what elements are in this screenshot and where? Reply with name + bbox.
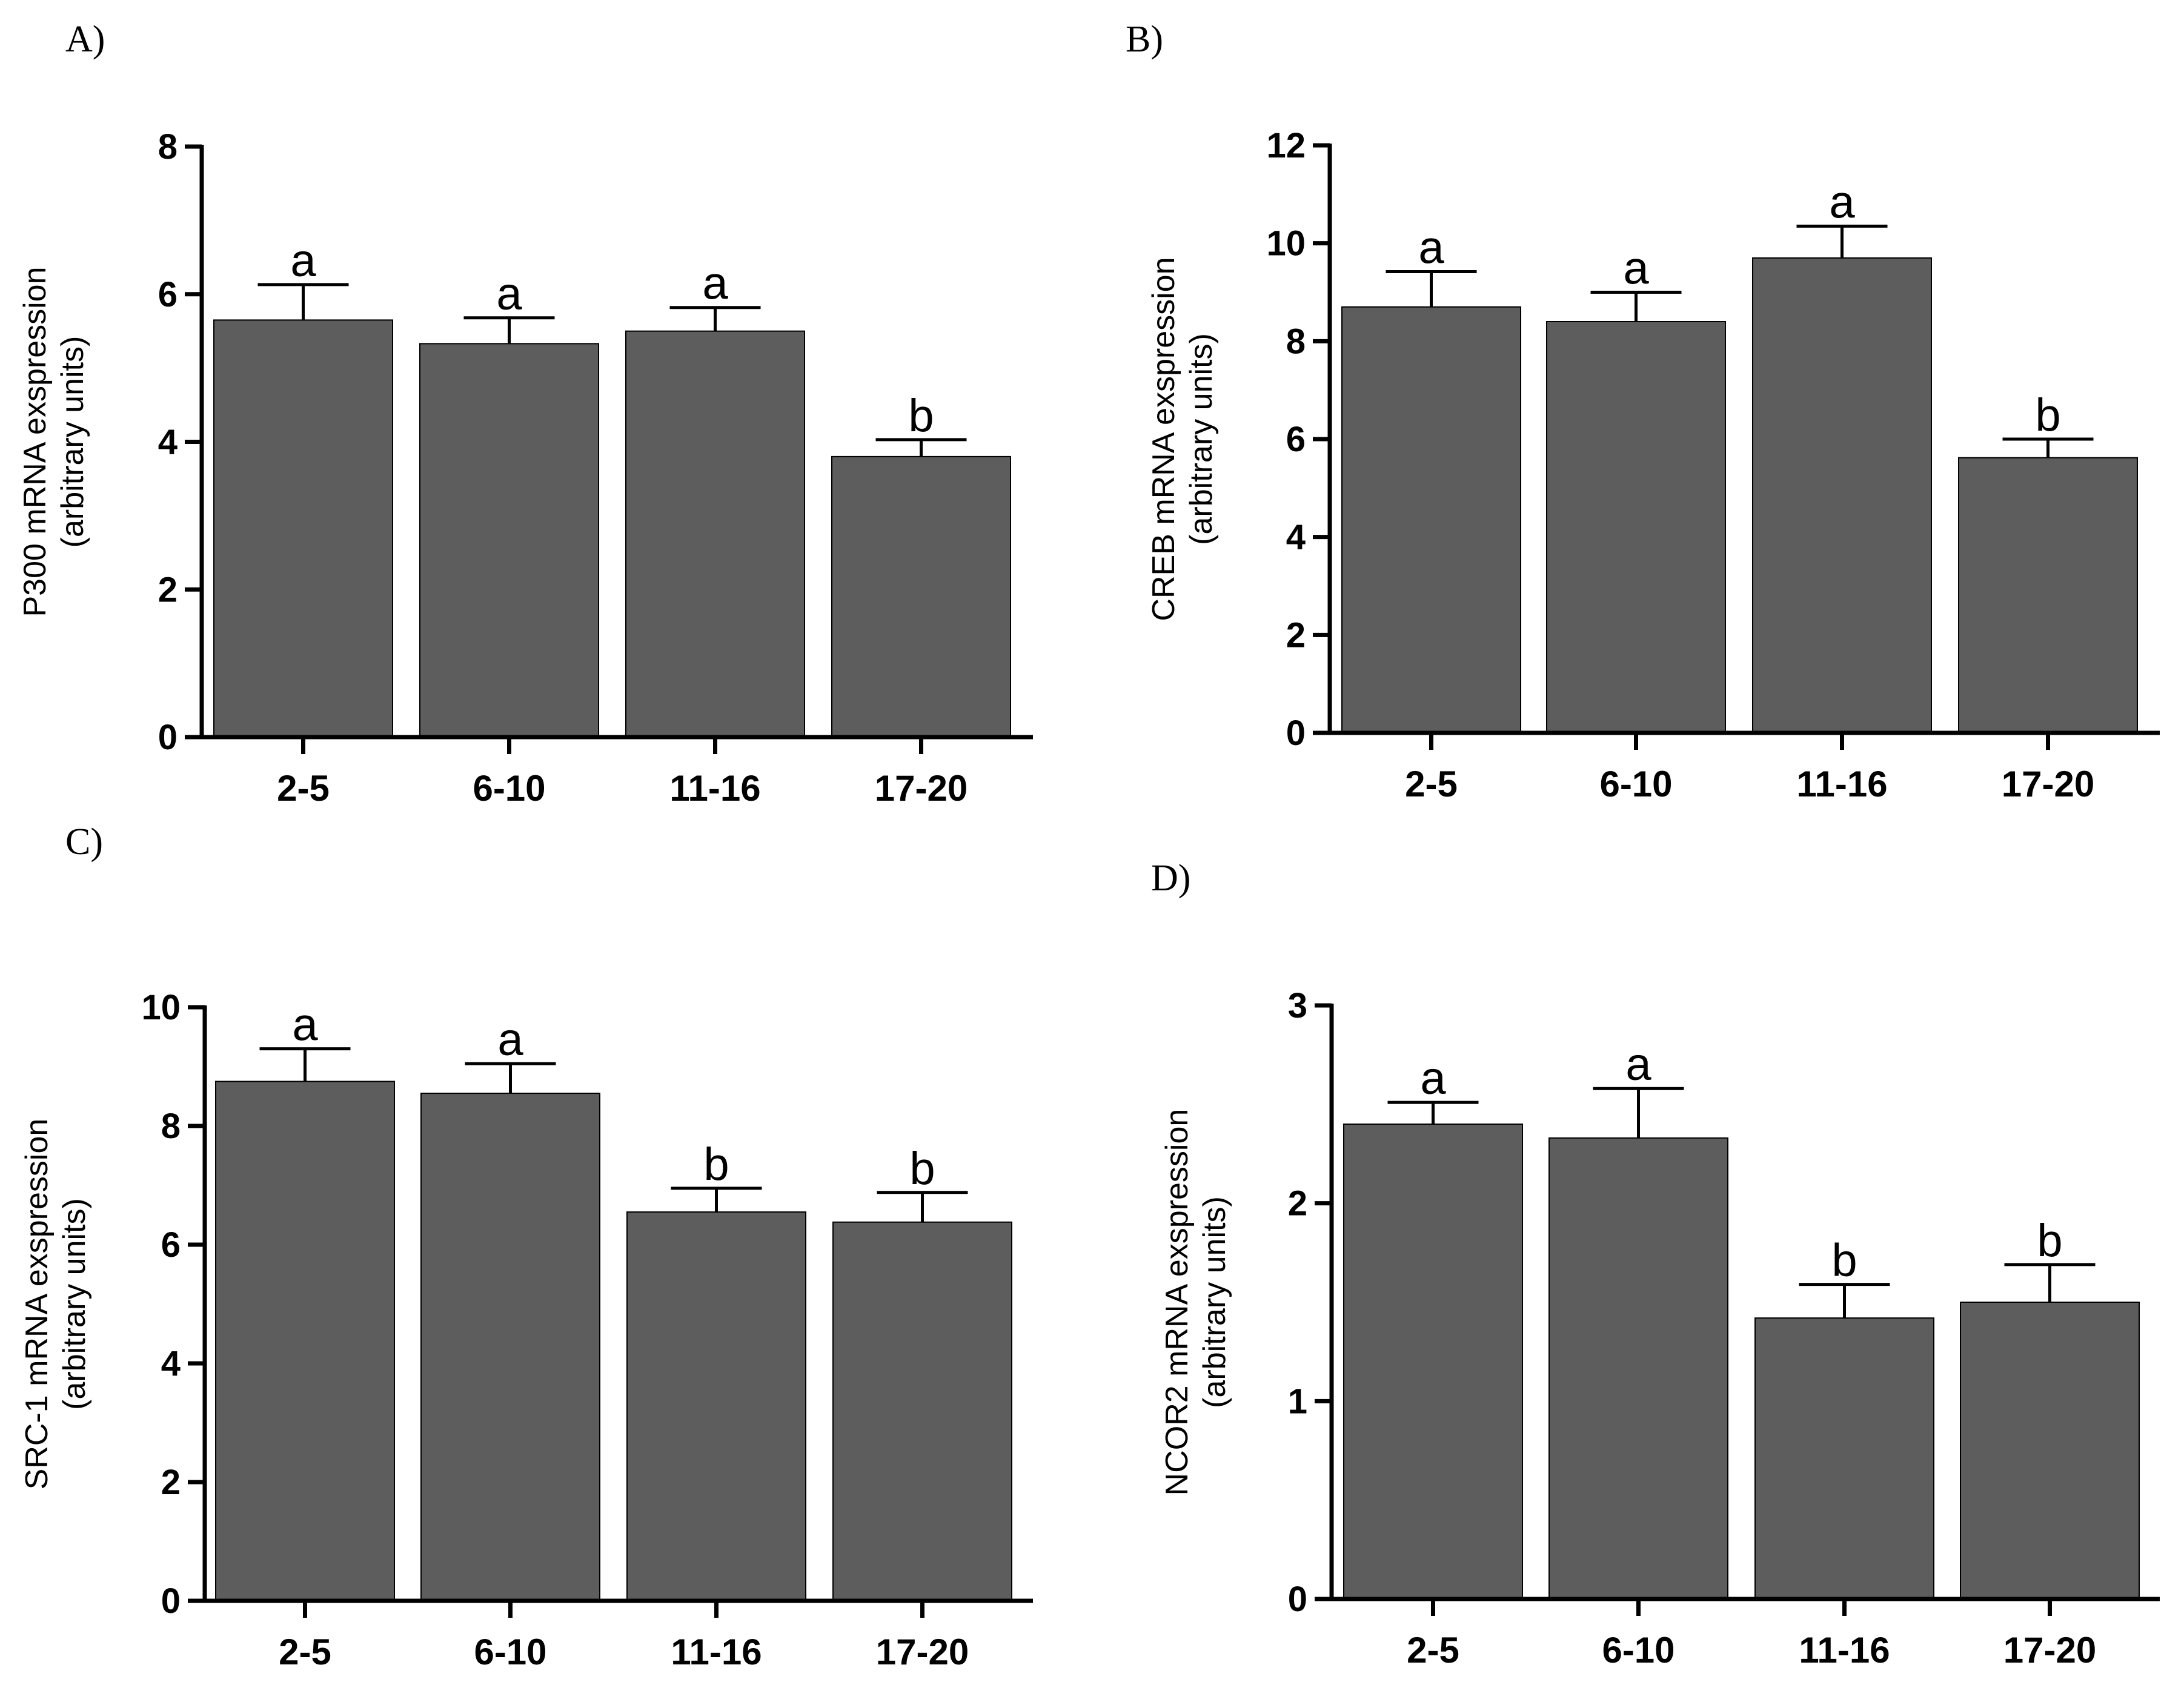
y-tick-label: 12 — [1266, 126, 1306, 165]
x-tick-label: 17-20 — [875, 768, 968, 809]
y-tick-label: 4 — [1286, 518, 1306, 557]
x-tick-label: 11-16 — [1796, 764, 1887, 804]
bar-17-20 — [1958, 457, 2138, 733]
y-tick-label: 4 — [161, 1344, 181, 1383]
panel-b: B) a 2-5 a 6-10 a 11-16 b 17-20 0 2 4 6 8 10 12 CREB mRN… — [1126, 19, 2160, 804]
y-axis-title: P300 mRNA exspression — [18, 266, 53, 617]
bar-17-20 — [831, 455, 1011, 738]
significance-letter: a — [1625, 1039, 1651, 1090]
bar-6-10 — [1546, 321, 1726, 733]
y-tick-label: 6 — [158, 275, 178, 314]
panel-label: B) — [1126, 19, 1163, 60]
x-tick-label: 17-20 — [876, 1632, 969, 1672]
significance-letter: a — [496, 268, 522, 320]
bar-2-5 — [215, 1081, 395, 1601]
y-tick-label: 2 — [1286, 615, 1306, 655]
y-axis-subtitle: (arbitrary units) — [55, 336, 90, 548]
y-tick-label: 8 — [158, 127, 178, 167]
panel-a: A) a 2-5 a 6-10 a 11-16 b 17-20 0 2 4 6 8 P300 mRNA ex… — [18, 19, 1033, 809]
bar-6-10 — [1548, 1137, 1728, 1600]
bar-6-10 — [419, 343, 599, 738]
y-tick-label: 6 — [1286, 420, 1306, 459]
y-tick-label: 8 — [1286, 322, 1306, 361]
significance-letter: a — [292, 999, 318, 1051]
y-tick-label: 6 — [161, 1225, 181, 1265]
x-tick-label: 11-16 — [671, 1632, 762, 1672]
y-tick-label: 2 — [1288, 1184, 1307, 1223]
x-tick-label: 6-10 — [1602, 1630, 1675, 1670]
significance-letter: b — [908, 390, 934, 442]
y-axis-title: CREB mRNA exspression — [1146, 257, 1181, 621]
x-tick-label: 6-10 — [474, 1632, 546, 1672]
bar-2-5 — [1343, 1124, 1523, 1600]
x-tick-label: 17-20 — [2003, 1630, 2096, 1670]
x-tick-label: 17-20 — [2002, 764, 2094, 804]
bar-11-16 — [1752, 257, 1932, 733]
y-tick-label: 1 — [1288, 1382, 1307, 1421]
bar-11-16 — [1754, 1317, 1934, 1600]
significance-letter: a — [1420, 1053, 1446, 1104]
panel-label: D) — [1151, 858, 1190, 899]
y-tick-label: 3 — [1288, 986, 1307, 1025]
x-tick-label: 6-10 — [473, 768, 545, 809]
significance-letter: b — [703, 1139, 729, 1190]
bar-17-20 — [1960, 1302, 2140, 1600]
significance-letter: a — [497, 1014, 523, 1065]
x-tick-label: 11-16 — [669, 768, 760, 809]
significance-letter: a — [702, 258, 728, 310]
x-tick-label: 6-10 — [1599, 764, 1672, 804]
x-tick-label: 2-5 — [277, 768, 330, 809]
bar-11-16 — [626, 1211, 806, 1601]
bar-11-16 — [625, 330, 805, 738]
y-tick-label: 0 — [161, 1581, 181, 1621]
significance-letter: b — [1831, 1235, 1857, 1286]
y-tick-label: 0 — [158, 718, 178, 757]
y-tick-label: 10 — [141, 988, 181, 1027]
y-axis-subtitle: (arbitrary units) — [1197, 1196, 1232, 1408]
bar-17-20 — [832, 1221, 1012, 1601]
significance-letter: a — [1829, 176, 1855, 228]
bar-6-10 — [420, 1093, 600, 1601]
y-tick-label: 10 — [1266, 224, 1306, 263]
bar-2-5 — [213, 319, 393, 738]
y-tick-label: 2 — [158, 570, 178, 609]
y-axis-subtitle: (arbitrary units) — [1184, 333, 1219, 545]
x-tick-label: 11-16 — [1799, 1630, 1890, 1670]
bar-2-5 — [1341, 306, 1521, 733]
significance-letter: b — [909, 1143, 935, 1194]
panel-c: C) a 2-5 a 6-10 b 11-16 b 17-20 0 2 4 6 8 10 SRC-1 mRNA… — [19, 821, 1033, 1672]
y-tick-label: 0 — [1288, 1580, 1307, 1619]
panel-label: C) — [65, 821, 103, 862]
y-tick-label: 0 — [1286, 713, 1306, 753]
significance-letter: b — [2037, 1215, 2062, 1266]
y-axis-title: NCOR2 mRNA exspression — [1160, 1109, 1195, 1496]
significance-letter: a — [1623, 243, 1649, 294]
significance-letter: a — [1418, 222, 1444, 274]
y-tick-label: 4 — [158, 423, 178, 462]
significance-letter: a — [290, 235, 316, 286]
y-tick-label: 8 — [161, 1107, 181, 1146]
x-tick-label: 2-5 — [1407, 1630, 1459, 1670]
x-tick-label: 2-5 — [279, 1632, 331, 1672]
x-tick-label: 2-5 — [1405, 764, 1458, 804]
panel-label: A) — [65, 19, 105, 60]
y-axis-subtitle: (arbitrary units) — [57, 1198, 92, 1410]
y-tick-label: 2 — [161, 1463, 181, 1502]
panel-d: D) a 2-5 a 6-10 b 11-16 b 17-20 0 1 2 3 NCOR2 mRNA ex… — [1151, 858, 2160, 1670]
y-axis-title: SRC-1 mRNA exspression — [19, 1119, 55, 1490]
significance-letter: b — [2035, 389, 2060, 441]
